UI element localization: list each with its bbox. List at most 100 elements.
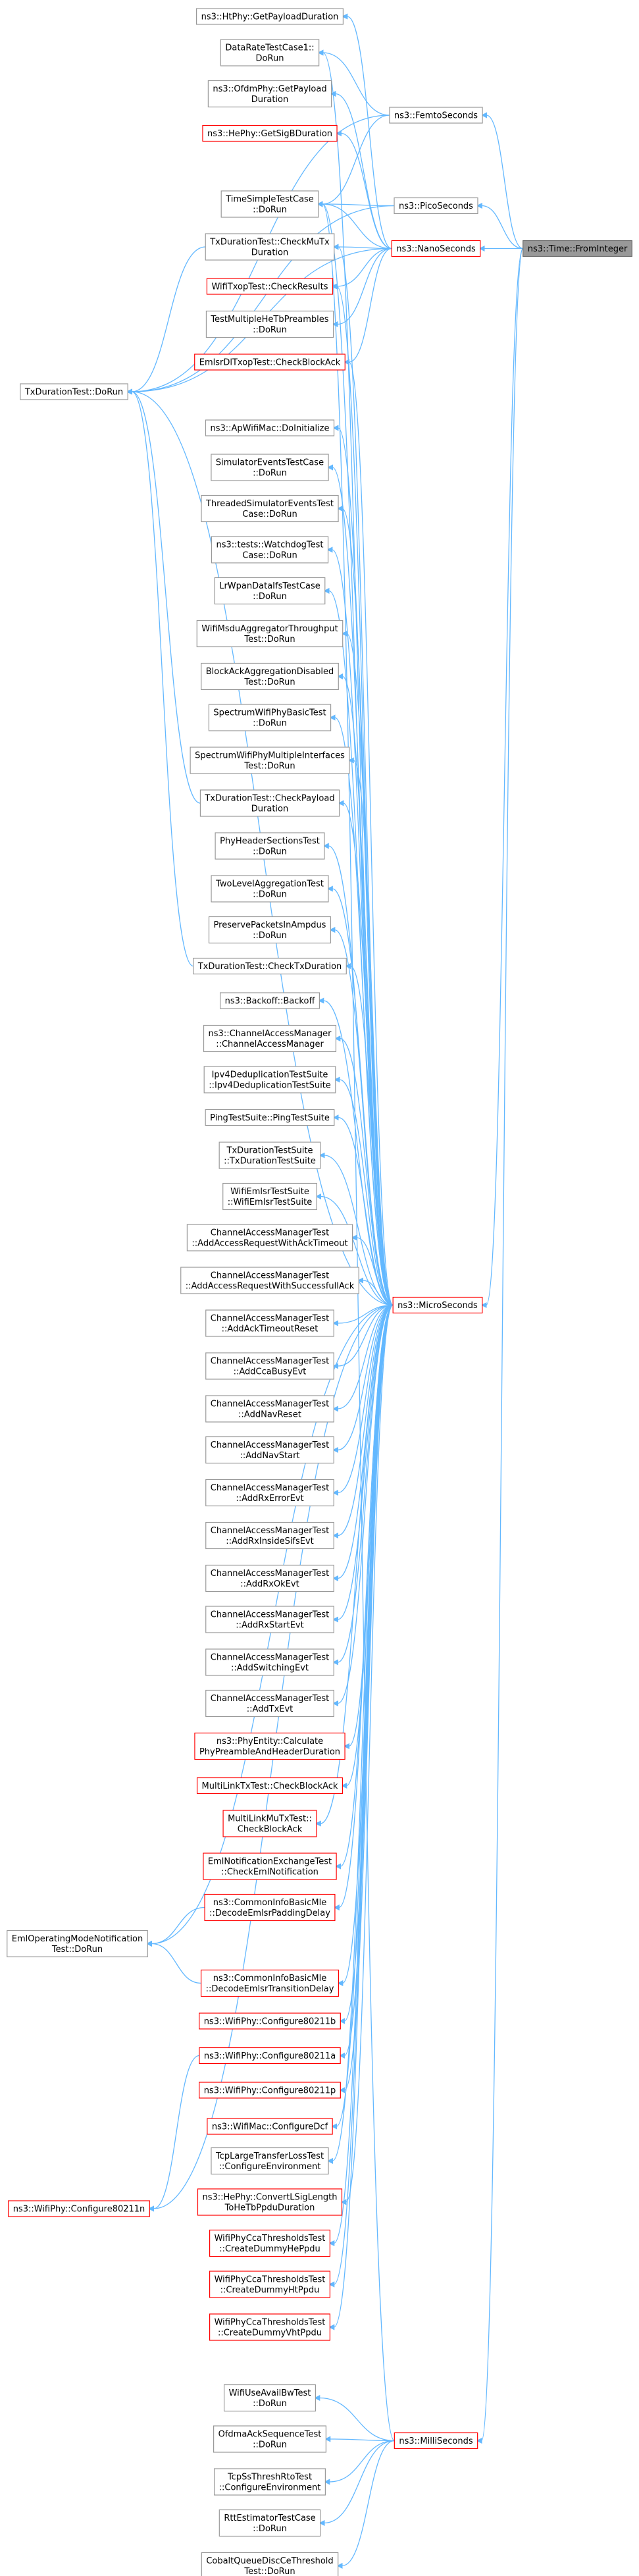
node-label: ChannelAccessManagerTest <box>211 1694 329 1704</box>
node-label: ns3::WifiPhy::Configure80211b <box>204 2017 336 2027</box>
node-label: ns3::MilliSeconds <box>399 2436 473 2446</box>
node-box <box>8 2200 150 2217</box>
node-label: ::DoRun <box>253 2440 287 2450</box>
node-label: TxDurationTest::DoRun <box>24 388 123 398</box>
node: DataRateTestCase1::DoRun <box>220 39 320 66</box>
edge <box>332 248 392 328</box>
node: ns3::PhyEntity::CalculatePhyPreambleAndH… <box>194 1732 345 1760</box>
node: ns3::NanoSeconds <box>391 240 481 257</box>
node: ns3::MilliSeconds <box>394 2432 478 2450</box>
node-label: Test::DoRun <box>243 677 295 687</box>
node: ChannelAccessManagerTest::AddNavReset <box>205 1395 334 1423</box>
node-box <box>218 2509 321 2537</box>
node: WifiPhyCcaThresholdsTest::CreateDummyHtP… <box>209 2271 330 2298</box>
edge <box>146 1906 205 1947</box>
node: WifiEmlsrTestSuite::WifiEmlsrTestSuite <box>222 1182 317 1211</box>
node-label: ChannelAccessManagerTest <box>211 1271 329 1281</box>
node-box <box>211 536 329 564</box>
node-box <box>209 2271 330 2298</box>
node: Ipv4DeduplicationTestSuite::Ipv4Deduplic… <box>203 1066 336 1093</box>
node: ns3::WifiPhy::Configure80211a <box>199 2047 341 2064</box>
node: ChannelAccessManagerTest::AddRxOkEvt <box>205 1564 334 1592</box>
node-box <box>211 2147 329 2175</box>
node-label: WifiPhyCcaThresholdsTest <box>215 2318 326 2328</box>
edge <box>326 464 394 1306</box>
edge <box>480 112 523 250</box>
node-label: ::TxDurationTestSuite <box>224 1157 316 1167</box>
node-label: ns3::ChannelAccessManager <box>209 1029 332 1039</box>
node-label: ns3::WifiPhy::Configure80211p <box>204 2086 336 2096</box>
node-label: ns3::NanoSeconds <box>396 244 476 254</box>
node-box <box>205 1309 334 1337</box>
node: TcpLargeTransferLossTest::ConfigureEnvir… <box>211 2147 329 2175</box>
edge <box>317 115 390 207</box>
node: TwoLevelAggregationTest::DoRun <box>211 875 329 903</box>
edge <box>146 1940 201 1984</box>
node-label: ::DoRun <box>253 2399 287 2409</box>
node-box <box>205 1395 334 1423</box>
node-box <box>218 1142 321 1169</box>
node-box <box>205 1479 334 1507</box>
edge <box>148 2055 199 2212</box>
edge <box>336 2440 395 2569</box>
node: ChannelAccessManagerTest::AddRxStartEvt <box>205 1606 334 1633</box>
node: ns3::CommonInfoBasicMle::DecodeEmlsrTran… <box>200 1969 340 1997</box>
node-label: ::ConfigureEnvironment <box>219 2483 321 2493</box>
node-label: ChannelAccessManagerTest <box>211 1314 329 1324</box>
node-label: Duration <box>251 95 288 105</box>
node-label: ChannelAccessManagerTest <box>211 1569 329 1579</box>
node: ns3::Backoff::Backoff <box>219 992 320 1009</box>
node-box <box>193 957 347 975</box>
edge <box>332 1304 394 1666</box>
node-label: ChannelAccessManagerTest <box>211 1483 329 1493</box>
node-label: ThreadedSimulatorEventsTest <box>205 499 334 509</box>
edge <box>126 205 395 395</box>
node-box <box>186 1224 353 1251</box>
node-label: ::AddRxInsideSifsEvt <box>226 1537 314 1546</box>
node-label: PhyHeaderSectionsTest <box>220 837 320 847</box>
node: ns3::HtPhy::GetPayloadDuration <box>195 8 344 25</box>
node-box <box>220 39 320 66</box>
node-box <box>205 233 335 261</box>
node-label: ToHeTbPpduDuration <box>224 2203 315 2213</box>
node-box <box>205 1109 335 1126</box>
edge <box>319 2440 395 2527</box>
edge <box>328 1304 394 2247</box>
node-label: Ipv4DeduplicationTestSuite <box>212 1070 328 1080</box>
node-box <box>205 1689 334 1718</box>
node: ChannelAccessManagerTest::AddSwitchingEv… <box>205 1648 334 1676</box>
node-label: ChannelAccessManagerTest <box>211 1610 329 1620</box>
edge <box>476 202 523 250</box>
node-box <box>203 1066 336 1093</box>
node-box <box>219 992 320 1009</box>
node-label: TcpLargeTransferLossTest <box>215 2151 324 2161</box>
node: ns3::WifiMac::ConfigureDcf <box>207 2118 333 2135</box>
edge <box>340 1304 394 2205</box>
node-label: TimeSimpleTestCase <box>225 195 314 205</box>
node: ns3::WifiPhy::Configure80211n <box>8 2200 150 2217</box>
node: ns3::OfdmPhy::GetPayloadDuration <box>207 80 332 108</box>
node-box <box>205 1436 334 1464</box>
node-box <box>205 1352 334 1380</box>
node-label: ::AddRxErrorEvt <box>236 1494 303 1504</box>
edge <box>331 248 392 290</box>
node: TxDurationTest::CheckTxDuration <box>193 957 347 975</box>
node-box <box>190 747 350 774</box>
node-label: ::DecodeEmlsrTransitionDelay <box>206 1984 334 1994</box>
node-label: ns3::PhyEntity::Calculate <box>217 1737 323 1747</box>
edge <box>326 1304 394 2165</box>
edge <box>332 1304 394 1327</box>
node: LrWpanDataIfsTestCase::DoRun <box>214 577 326 605</box>
node: TxDurationTest::DoRun <box>20 383 128 400</box>
node-label: ns3::tests::WatchdogTest <box>216 540 323 550</box>
node-box <box>205 1606 334 1633</box>
node: ns3::FemtoSeconds <box>389 107 483 124</box>
node-box <box>223 2384 317 2412</box>
node-box <box>197 2188 343 2216</box>
node-box <box>194 1732 345 1760</box>
node-label: ::DoRun <box>253 890 287 900</box>
node-label: Test::DoRun <box>243 635 295 644</box>
